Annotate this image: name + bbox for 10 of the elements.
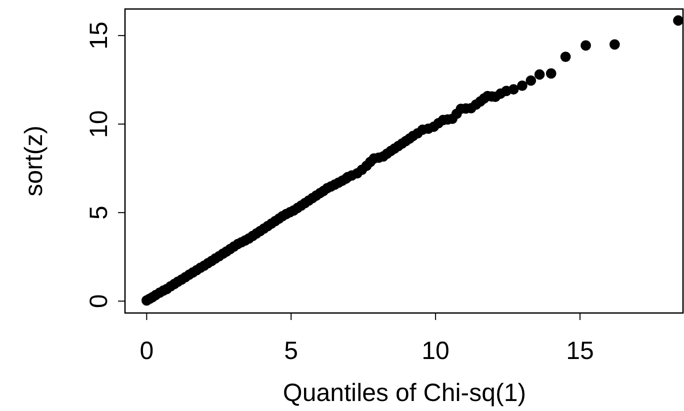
- y-tick-label: 5: [85, 206, 113, 220]
- x-tick-label: 15: [566, 337, 594, 365]
- y-tick-label: 15: [85, 22, 113, 50]
- x-tick-label: 5: [284, 337, 298, 365]
- x-tick-label: 10: [422, 337, 450, 365]
- y-axis-title: sort(z): [20, 126, 48, 196]
- x-tick-label: 0: [140, 337, 154, 365]
- y-tick-label: 0: [85, 294, 113, 308]
- y-tick-label: 10: [85, 110, 113, 138]
- x-axis-title: Quantiles of Chi-sq(1): [282, 379, 526, 407]
